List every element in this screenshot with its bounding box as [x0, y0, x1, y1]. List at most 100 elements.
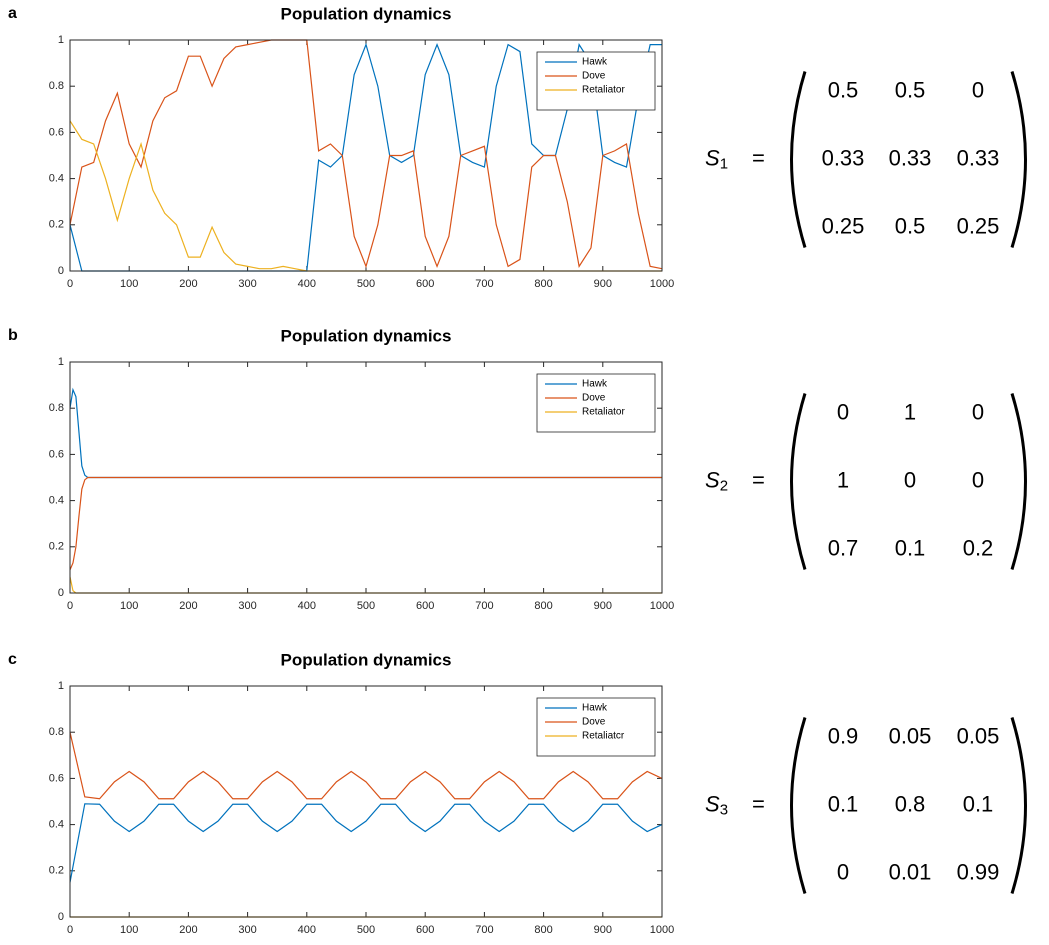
series-line: [69, 39, 663, 270]
panel-label: c: [8, 651, 17, 668]
legend-label: Dove: [582, 393, 606, 404]
matrix-cell: 0.01: [889, 859, 932, 884]
matrix-paren-right: [1010, 717, 1027, 894]
matrix-paren-right: [1010, 393, 1027, 570]
y-tick-label: 0.6: [49, 448, 64, 460]
y-tick-label: 0.2: [49, 219, 64, 231]
x-tick-label: 300: [238, 600, 256, 612]
matrix-cell: 0: [972, 77, 984, 102]
y-tick-label: 0.8: [49, 402, 64, 414]
series-line: [69, 732, 663, 800]
chart-title: Population dynamics: [281, 4, 452, 23]
x-tick-label: 600: [416, 600, 434, 612]
matrix-cell: 1: [904, 399, 916, 424]
legend-label: Retaliator: [582, 407, 625, 418]
x-tick-label: 1000: [650, 600, 674, 612]
x-tick-label: 1000: [650, 278, 674, 290]
matrix-cell: 0.5: [828, 77, 859, 102]
y-tick-label: 0: [58, 265, 64, 277]
legend-label: Dove: [582, 71, 606, 82]
x-tick-label: 400: [298, 278, 316, 290]
x-tick-label: 900: [594, 278, 612, 290]
legend-label: Retaliatcr: [582, 731, 625, 742]
chart-title: Population dynamics: [281, 326, 452, 345]
x-tick-label: 200: [179, 600, 197, 612]
y-tick-label: 0.6: [49, 772, 64, 784]
x-tick-label: 0: [67, 600, 73, 612]
x-tick-label: 800: [534, 924, 552, 936]
x-tick-label: 700: [475, 278, 493, 290]
x-tick-label: 300: [238, 278, 256, 290]
y-tick-label: 1: [58, 356, 64, 368]
matrix-relation: =: [752, 145, 765, 170]
x-tick-label: 800: [534, 600, 552, 612]
y-tick-label: 0.2: [49, 541, 64, 553]
plot-frame: [69, 685, 663, 918]
matrix-cell: 0: [972, 467, 984, 492]
matrix-name: S1: [705, 145, 728, 172]
x-tick-label: 0: [67, 278, 73, 290]
panel-label: a: [8, 5, 17, 22]
y-tick-label: 1: [58, 680, 64, 692]
matrix-cell: 0: [837, 859, 849, 884]
matrix-paren-left: [790, 393, 807, 570]
matrix-cell: 0.5: [895, 77, 926, 102]
y-tick-label: 0.2: [49, 865, 64, 877]
legend-label: Hawk: [582, 57, 608, 68]
series-line: [69, 803, 663, 883]
x-tick-label: 900: [594, 924, 612, 936]
matrix-cell: 0: [972, 399, 984, 424]
matrix-cell: 0.25: [822, 213, 865, 238]
matrix-name: S3: [705, 791, 728, 818]
y-tick-label: 0: [58, 587, 64, 599]
matrix-cell: 0: [837, 399, 849, 424]
plot-frame: [69, 361, 663, 594]
plot-frame: [69, 39, 663, 272]
x-tick-label: 300: [238, 924, 256, 936]
matrix-cell: 0.5: [895, 213, 926, 238]
x-tick-label: 0: [67, 924, 73, 936]
y-tick-label: 1: [58, 34, 64, 46]
legend-label: Hawk: [582, 379, 608, 390]
chart-title: Population dynamics: [281, 650, 452, 669]
matrix-cell: 0.05: [957, 723, 1000, 748]
y-tick-label: 0.4: [49, 819, 64, 831]
matrix-cell: 0.1: [828, 791, 859, 816]
matrix-cell: 0.9: [828, 723, 859, 748]
legend-label: Retaliator: [582, 85, 625, 96]
x-tick-label: 500: [357, 278, 375, 290]
matrix-relation: =: [752, 467, 765, 492]
legend-box: [536, 51, 656, 111]
x-tick-label: 800: [534, 278, 552, 290]
y-tick-label: 0.6: [49, 126, 64, 138]
x-tick-label: 400: [298, 924, 316, 936]
matrix-cell: 1: [837, 467, 849, 492]
x-tick-label: 100: [120, 278, 138, 290]
matrix-paren-left: [790, 717, 807, 894]
matrix-name: S2: [705, 467, 728, 494]
x-tick-label: 500: [357, 600, 375, 612]
matrix-cell: 0.7: [828, 535, 859, 560]
matrix-relation: =: [752, 791, 765, 816]
y-tick-label: 0: [58, 911, 64, 923]
matrix-paren-left: [790, 71, 807, 248]
series-line: [69, 476, 662, 571]
matrix-cell: 0.25: [957, 213, 1000, 238]
legend-label: Hawk: [582, 703, 608, 714]
x-tick-label: 100: [120, 924, 138, 936]
matrix-cell: 0.1: [895, 535, 926, 560]
matrix-cell: 0.8: [895, 791, 926, 816]
matrix-cell: 0.05: [889, 723, 932, 748]
x-tick-label: 700: [475, 924, 493, 936]
matrix-cell: 0.1: [963, 791, 994, 816]
matrix-paren-right: [1010, 71, 1027, 248]
matrix-cell: 0.2: [963, 535, 994, 560]
y-tick-label: 0.8: [49, 726, 64, 738]
x-tick-label: 200: [179, 924, 197, 936]
x-tick-label: 100: [120, 600, 138, 612]
x-tick-label: 500: [357, 924, 375, 936]
y-tick-label: 0.4: [49, 173, 64, 185]
matrix-cell: 0.33: [889, 145, 932, 170]
panel-label: b: [8, 327, 18, 344]
